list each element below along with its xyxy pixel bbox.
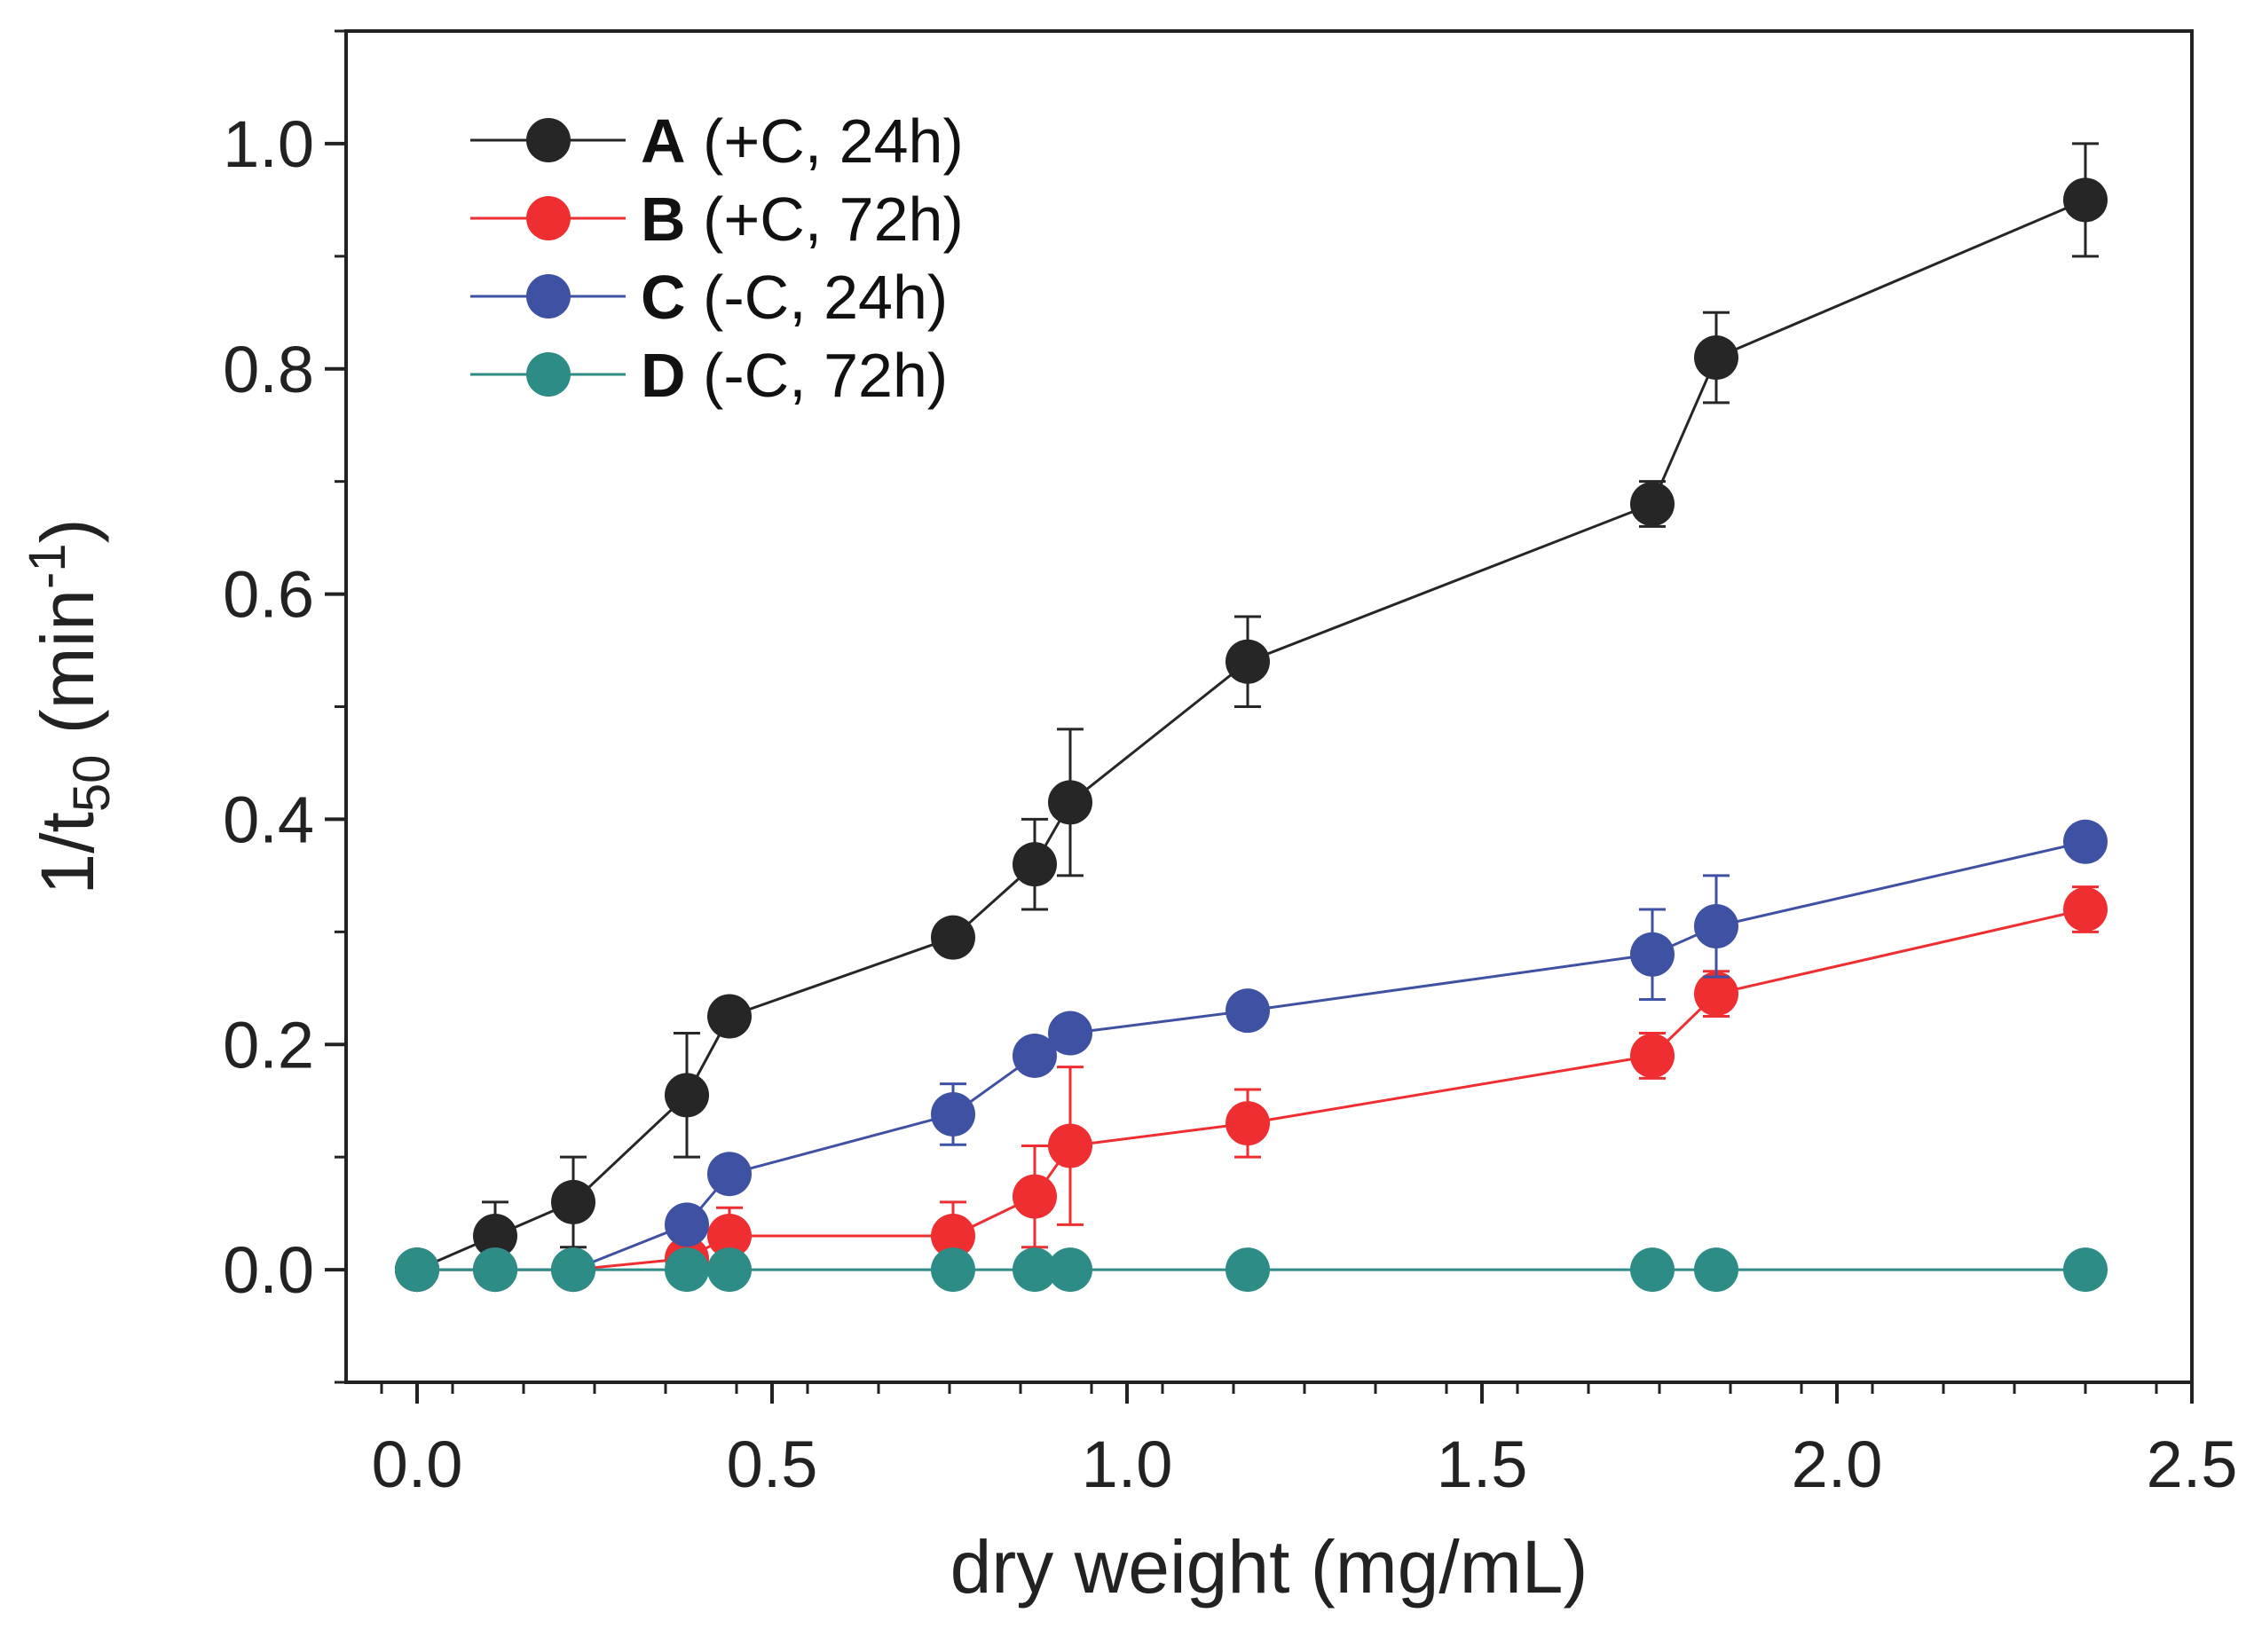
legend-item-c: C (-C, 24h): [470, 263, 948, 332]
x-axis: 0.0 0.5 1.0 1.5 2.0 2.5: [372, 1382, 2238, 1501]
data-point: [707, 1152, 752, 1197]
series-d: [395, 1247, 2108, 1293]
data-point: [931, 1214, 975, 1259]
data-point: [931, 1247, 975, 1293]
data-point: [707, 1247, 752, 1293]
data-point: [707, 994, 752, 1039]
x-tick-label: 1.0: [1082, 1428, 1173, 1501]
y-tick-label: 0.4: [223, 783, 314, 856]
data-point: [1694, 972, 1738, 1017]
data-point: [1013, 1033, 1057, 1078]
x-axis-title: dry weight (mg/mL): [950, 1525, 1588, 1609]
data-point: [395, 1247, 439, 1293]
legend-detail: (+C, 72h): [686, 185, 964, 254]
y-tick-label: 0.6: [223, 558, 314, 632]
y-axis: 0.0 0.2 0.4 0.6 0.8 1.0: [223, 29, 346, 1384]
legend-detail: (+C, 24h): [686, 106, 964, 176]
data-point: [707, 1214, 752, 1259]
series-c-line: [417, 840, 2086, 1271]
data-point: [1226, 639, 1270, 684]
legend-letter: A: [641, 106, 686, 176]
legend-letter: D: [641, 341, 686, 410]
y-axis-title-main: 1/t: [26, 812, 109, 894]
y-axis-title-superscript: -1: [19, 543, 76, 589]
y-tick-label: 0.0: [223, 1233, 314, 1307]
legend-item-a: A (+C, 24h): [470, 106, 964, 176]
y-tick-label: 1.0: [223, 107, 314, 181]
series-b: [395, 885, 2108, 1293]
x-tick-label: 0.0: [372, 1428, 463, 1501]
data-point: [1226, 1247, 1270, 1293]
data-point: [1013, 1174, 1057, 1219]
data-point: [1048, 780, 1092, 825]
data-point: [2063, 819, 2108, 864]
legend-label: D (-C, 72h): [641, 341, 948, 410]
legend-label: B (+C, 72h): [641, 185, 964, 254]
legend-detail: (-C, 24h): [686, 263, 949, 332]
y-tick-label: 0.2: [223, 1008, 314, 1082]
data-point: [1226, 988, 1270, 1034]
data-point: [665, 1073, 709, 1118]
y-tick-label: 0.8: [223, 333, 314, 406]
legend-marker: [526, 196, 571, 240]
series-c: [395, 819, 2108, 1293]
data-point: [1694, 903, 1738, 948]
data-point: [551, 1179, 595, 1224]
legend-label: A (+C, 24h): [641, 106, 964, 176]
data-point: [931, 1091, 975, 1137]
data-point: [1048, 1011, 1092, 1056]
x-tick-label: 2.0: [1792, 1428, 1883, 1501]
plot-border: [344, 29, 2194, 1384]
legend-letter: B: [641, 185, 686, 254]
y-axis-title-subscript: 50: [63, 755, 121, 813]
series-layer: [395, 142, 2108, 1293]
legend-detail: (-C, 72h): [686, 341, 949, 410]
legend-item-d: D (-C, 72h): [470, 341, 948, 410]
y-axis-title-unit-open: (min: [26, 589, 109, 755]
data-point: [665, 1202, 709, 1247]
x-tick-label: 0.5: [727, 1428, 818, 1501]
legend-label: C (-C, 24h): [641, 263, 948, 332]
data-point: [1694, 335, 1738, 381]
plot-frame: [344, 29, 2194, 1384]
x-tick-label: 1.5: [1437, 1428, 1528, 1501]
data-point: [1013, 842, 1057, 887]
data-point: [1694, 1247, 1738, 1293]
data-point: [2063, 886, 2108, 932]
legend-marker: [526, 274, 571, 319]
data-point: [2063, 1247, 2108, 1293]
x-tick-label: 2.5: [2147, 1428, 2238, 1501]
legend-letter: C: [641, 263, 686, 332]
data-point: [1226, 1101, 1270, 1146]
data-point: [931, 915, 975, 960]
data-point: [1048, 1247, 1092, 1293]
data-point: [473, 1247, 517, 1293]
y-axis-title-unit-close: ): [26, 518, 109, 543]
legend: A (+C, 24h)B (+C, 72h)C (-C, 24h)D (-C, …: [470, 106, 964, 410]
data-point: [1630, 1247, 1675, 1293]
data-point: [2063, 177, 2108, 223]
data-point: [473, 1214, 517, 1259]
data-point: [1048, 1123, 1092, 1168]
y-axis-title: 1/t50 (min-1): [19, 518, 121, 894]
data-point: [1630, 1033, 1675, 1078]
data-point: [1013, 1247, 1057, 1293]
data-point: [1630, 932, 1675, 977]
data-point: [665, 1247, 709, 1293]
legend-marker: [526, 352, 571, 397]
data-point: [551, 1247, 595, 1293]
data-point: [1630, 482, 1675, 527]
legend-item-b: B (+C, 72h): [470, 185, 964, 254]
legend-marker: [526, 118, 571, 162]
